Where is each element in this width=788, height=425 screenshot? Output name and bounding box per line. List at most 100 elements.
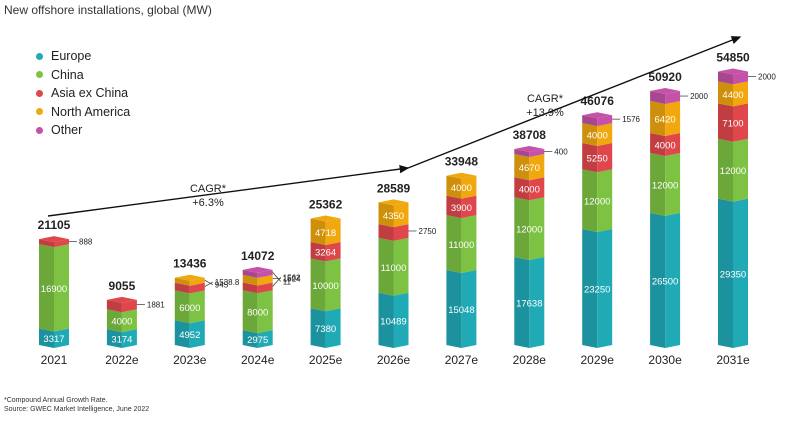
bar-2028e-asia-ex-china-left [514,177,530,201]
legend-item-europe: Europe [36,47,130,66]
bar-2026e-north-america-right [393,202,409,228]
total-label-2022e: 9055 [109,279,136,293]
bar-2026e-china-right [393,237,409,296]
bar-2030e-europe-left [650,212,666,348]
segment-label-2021-asia-ex-china: 888 [79,238,93,247]
x-tick-2022e: 2022e [105,353,139,367]
footnote-cagr: *Compound Annual Growth Rate. [4,397,108,404]
legend-label-other: Other [51,123,83,138]
bar-2031e-other-left [718,71,733,85]
bar-2028e-north-america-left [514,153,530,181]
segment-label-2029e-europe: 23250 [584,285,610,296]
bar-2030e-asia-ex-china-left [650,133,666,157]
bar-2031e-asia-ex-china-left [718,103,733,142]
bar-2030e-asia-ex-china-right [665,133,681,157]
total-label-2024e: 14072 [241,249,275,263]
segment-label-2022e-asia-ex-china: 1881 [147,301,165,310]
bar-2029e-europe-right [597,229,613,348]
bar-2022e-cap [106,296,137,303]
bar-2024e-cap [242,266,273,273]
bar-2029e-asia-ex-china-right [597,143,613,173]
bar-2029e-other-left [582,115,598,127]
bar-2029e-china-right [597,169,613,233]
annotation-cagr-2-value: +13.9% [526,107,564,119]
bar-2028e-north-america-right [529,153,545,181]
legend-item-asia-ex-china: Asia ex China [36,84,130,103]
bar-2024e-other-right [257,269,273,278]
segment-label-2025e-asia-ex-china: 3264 [315,248,336,259]
bar-2022e-china-right [121,309,137,333]
bar-2025e-north-america-left [310,218,326,246]
bar-2028e-china-left [514,197,530,261]
annotation-cagr-1: CAGR* [190,183,227,195]
x-tick-2027e: 2027e [445,353,479,367]
bar-2030e-china-left [650,153,666,216]
bar-2022e-asia-ex-china-right [121,299,137,313]
cagr-arrow-1 [47,164,410,217]
segment-label-2021-china: 16900 [41,284,67,295]
segment-label-2023e-europe: 4952 [179,330,200,341]
annotation-cagr-2: CAGR* [527,93,564,105]
segment-label-2031e-europe: 29350 [720,269,746,280]
bar-2023e-china-left [174,290,190,324]
segment-label-2028e-north-america: 4670 [519,163,540,174]
x-tick-2023e: 2023e [173,353,207,367]
segment-label-2026e-europe: 10489 [380,316,406,327]
x-tick-2024e: 2024e [241,353,275,367]
segment-label-2023e-asia-ex-china-leader [204,281,213,287]
segment-label-2028e-europe: 17638 [516,299,542,310]
bar-2030e-china-right [665,153,681,216]
segment-label-2031e-north-america: 4400 [722,90,743,101]
segment-label-2028e-china: 12000 [516,225,542,236]
bar-2030e-other-right [665,91,681,105]
bar-2024e-china-right [257,290,273,334]
bar-2031e-other-right [733,71,748,85]
bar-2028e-asia-ex-china-right [529,177,545,201]
bar-2021-asia-ex-china-right [54,239,69,248]
bar-2027e-north-america-right [461,175,477,199]
bar-2027e-cap [446,172,477,179]
bar-2023e-north-america-left [174,277,190,286]
bar-2022e-europe-right [121,329,137,348]
total-label-2031e: 54850 [716,50,750,64]
legend-label-asia-ex-china: Asia ex China [51,86,129,101]
bar-2025e-europe-left [310,308,326,348]
bar-2027e-europe-right [461,269,477,348]
bar-2024e-europe-right [257,330,273,348]
bar-2024e-north-america-left [242,274,258,286]
x-tick-2021: 2021 [41,353,68,367]
bar-2027e-china-right [461,215,477,273]
legend-item-china: China [36,66,130,85]
bar-2031e-china-right [733,138,748,202]
bar-2028e-cap [514,145,545,152]
bar-2021-china-left [39,244,54,332]
segment-label-2024e-europe: 2975 [247,335,268,346]
footnote-source: Source: GWEC Market Intelligence, June 2… [4,406,150,413]
bar-2031e-north-america-left [718,81,733,107]
segment-label-2025e-north-america: 4718 [315,228,336,239]
segment-label-2029e-asia-ex-china: 5250 [587,154,608,165]
bar-2027e-asia-ex-china-left [446,195,462,219]
total-label-2029e: 46076 [581,94,615,108]
x-tick-2025e: 2025e [309,353,343,367]
bar-2026e-china-left [378,237,394,296]
segment-label-2026e-asia-ex-china: 2750 [419,227,437,236]
x-tick-2029e: 2029e [581,353,615,367]
bar-2027e-asia-ex-china-right [461,195,477,219]
segment-label-2025e-china: 10000 [312,281,338,292]
bar-2029e-other-right [597,115,613,127]
x-tick-2028e: 2028e [513,353,547,367]
segment-label-2024e-other: 11 [283,277,292,286]
total-label-2026e: 28589 [377,181,411,195]
bar-2028e-other-right [529,148,545,157]
segment-label-2030e-asia-ex-china: 4000 [655,141,676,152]
bar-2024e-china-left [242,290,258,334]
bar-2021-asia-ex-china-left [39,239,54,248]
segment-label-2030e-europe: 26500 [652,276,678,287]
segment-label-2027e-china: 11000 [449,240,475,251]
bar-2023e-north-america-right [189,277,205,286]
bar-2024e-north-america-right [257,274,273,286]
bar-2022e-europe-left [106,329,122,348]
legend-dot-other [36,126,43,134]
